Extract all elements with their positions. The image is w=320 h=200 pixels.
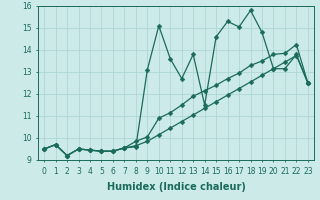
X-axis label: Humidex (Indice chaleur): Humidex (Indice chaleur) xyxy=(107,182,245,192)
